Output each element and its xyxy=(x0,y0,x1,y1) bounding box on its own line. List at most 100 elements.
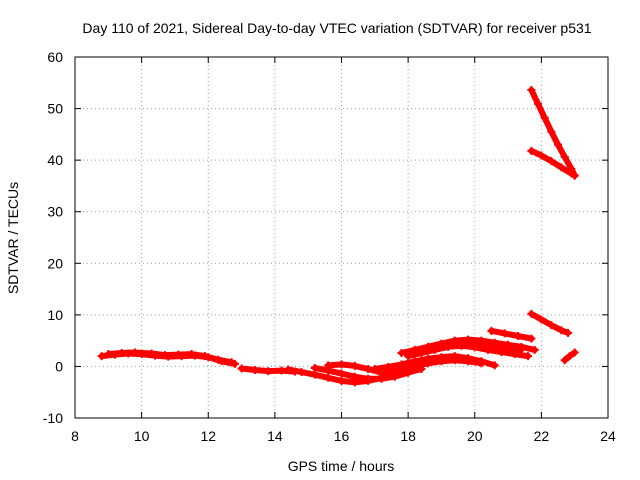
data-point xyxy=(530,345,539,354)
data-point xyxy=(564,328,573,337)
data-point xyxy=(424,359,433,368)
data-point xyxy=(514,332,523,341)
data-point xyxy=(337,369,346,378)
data-marks xyxy=(97,86,579,387)
data-point xyxy=(484,345,493,354)
data-point xyxy=(437,357,446,366)
data-point xyxy=(557,163,566,172)
chart-title: Day 110 of 2021, Sidereal Day-to-day VTE… xyxy=(82,20,591,36)
data-point xyxy=(560,356,569,365)
data-point xyxy=(187,350,196,359)
data-point xyxy=(477,336,486,345)
data-point xyxy=(370,365,379,374)
data-point xyxy=(337,376,346,385)
data-point xyxy=(490,361,499,370)
axis-ticks: 8 10 12 14 16 18 20 22 24 -10 0 10 20 30 40 50 60 xyxy=(43,49,616,444)
data-point xyxy=(297,368,306,377)
data-point xyxy=(397,365,406,374)
data-point xyxy=(350,361,359,370)
data-point xyxy=(464,357,473,366)
data-point xyxy=(464,335,473,344)
data-point xyxy=(527,146,536,155)
y-axis-label: SDTVAR / TECUs xyxy=(5,182,21,294)
data-point xyxy=(160,351,169,360)
x-tick-label: 24 xyxy=(600,428,616,444)
data-point xyxy=(547,157,556,166)
data-point xyxy=(324,373,333,382)
x-tick-label: 16 xyxy=(334,428,350,444)
data-point xyxy=(324,361,333,370)
y-tick-label: 60 xyxy=(47,49,63,65)
data-point xyxy=(560,153,569,162)
data-point xyxy=(130,348,139,357)
series-trace xyxy=(488,327,535,342)
data-point xyxy=(450,336,459,345)
data-point xyxy=(410,362,419,371)
data-point xyxy=(417,349,426,358)
data-point xyxy=(174,350,183,359)
data-point xyxy=(397,349,406,358)
y-tick-label: 50 xyxy=(47,101,63,117)
x-tick-label: 12 xyxy=(200,428,216,444)
grid xyxy=(75,57,608,418)
y-tick-label: 10 xyxy=(47,307,63,323)
y-tick-label: -10 xyxy=(43,410,63,426)
data-point xyxy=(504,340,513,349)
data-point xyxy=(570,348,579,357)
data-point xyxy=(510,350,519,359)
data-point xyxy=(490,338,499,347)
data-point xyxy=(404,352,413,361)
y-tick-label: 40 xyxy=(47,152,63,168)
data-point xyxy=(214,355,223,364)
y-tick-label: 0 xyxy=(55,358,63,374)
data-point xyxy=(557,326,566,335)
data-point xyxy=(117,349,126,358)
data-point xyxy=(424,342,433,351)
data-point xyxy=(450,356,459,365)
data-point xyxy=(524,352,533,361)
x-tick-label: 10 xyxy=(134,428,150,444)
data-point xyxy=(565,352,574,361)
y-tick-label: 20 xyxy=(47,255,63,271)
x-tick-label: 18 xyxy=(400,428,416,444)
data-point xyxy=(517,342,526,351)
data-point xyxy=(497,347,506,356)
data-point xyxy=(527,86,536,95)
data-point xyxy=(97,352,106,361)
data-point xyxy=(457,341,466,350)
data-point xyxy=(437,339,446,348)
data-point xyxy=(284,365,293,374)
data-point xyxy=(570,171,579,180)
data-point xyxy=(147,349,156,358)
data-point xyxy=(337,360,346,369)
series-trace xyxy=(405,342,532,360)
y-tick-label: 30 xyxy=(47,204,63,220)
data-point xyxy=(310,363,319,372)
x-axis-label: GPS time / hours xyxy=(288,458,395,474)
data-point xyxy=(537,151,546,160)
data-point xyxy=(310,370,319,379)
data-point xyxy=(554,140,563,149)
data-point xyxy=(537,315,546,324)
data-point xyxy=(487,326,496,335)
data-point xyxy=(500,329,509,338)
data-point xyxy=(477,359,486,368)
data-point xyxy=(200,352,209,361)
data-point xyxy=(540,113,549,122)
x-tick-label: 14 xyxy=(267,428,283,444)
x-tick-label: 20 xyxy=(467,428,483,444)
data-point xyxy=(547,321,556,330)
data-point xyxy=(237,364,246,373)
data-point xyxy=(527,309,536,318)
data-point xyxy=(264,367,273,376)
series-trace xyxy=(528,87,578,179)
data-point xyxy=(104,350,113,359)
data-point xyxy=(384,367,393,376)
data-point xyxy=(534,99,543,108)
x-tick-label: 8 xyxy=(71,428,79,444)
data-point xyxy=(527,334,536,343)
data-point xyxy=(227,358,236,367)
data-point xyxy=(364,374,373,383)
data-point xyxy=(350,372,359,381)
